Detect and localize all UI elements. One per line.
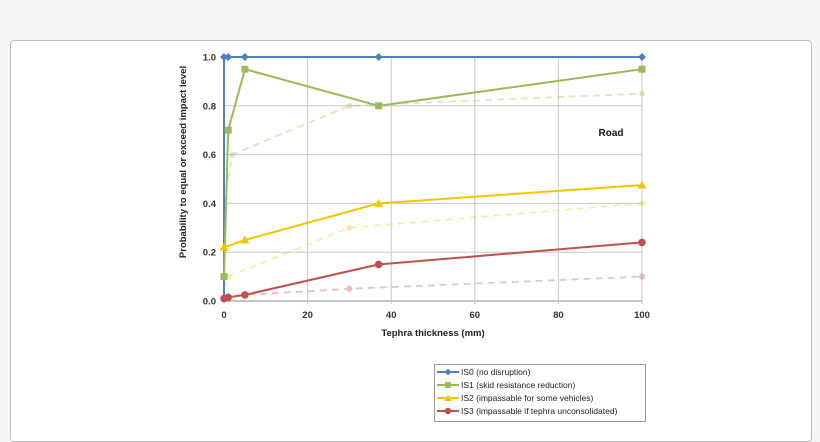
series-is0	[220, 53, 646, 301]
line-chart: 0.0 0.2 0.4 0.6 0.8 1.0 0 20 40 60 80 100 Road Tep…	[178, 53, 650, 340]
y-tick-label: 1.0	[203, 53, 216, 64]
legend-label: IS3 (impassable if tephra unconsolidated…	[461, 405, 618, 416]
legend-item-is3: IS3 (impassable if tephra unconsolidated…	[435, 404, 645, 417]
legend-label: IS0 (no disruption)	[461, 366, 531, 377]
x-tick-label: 80	[553, 310, 564, 321]
series-is3-dashed	[223, 273, 645, 297]
x-tick-label: 0	[221, 310, 226, 321]
y-tick-label: 0.4	[203, 199, 217, 210]
x-tick-label: 40	[386, 310, 397, 321]
legend-label: IS2 (impassable for some vehicles)	[461, 392, 594, 403]
grid-lines	[223, 56, 643, 304]
x-tick-label: 20	[302, 310, 313, 321]
chart-annotation: Road	[599, 128, 624, 139]
triangle-marker-icon	[437, 393, 459, 403]
x-axis-ticks: 0 20 40 60 80 100	[221, 310, 650, 321]
series-is2	[219, 180, 647, 251]
chart-legend: IS0 (no disruption) IS1 (skid resistance…	[434, 364, 646, 422]
diamond-marker-icon	[437, 367, 459, 377]
figure-panel	[176, 45, 650, 423]
legend-item-is0: IS0 (no disruption)	[435, 365, 645, 378]
y-tick-label: 0.8	[203, 101, 216, 112]
y-axis-label: Probability to equal or exceed impact le…	[178, 66, 189, 258]
circle-marker-icon	[437, 406, 459, 416]
series-is1	[220, 65, 646, 281]
series-is2-dashed	[223, 200, 645, 290]
data-series	[219, 53, 647, 303]
y-tick-label: 0.6	[203, 150, 216, 161]
x-axis-label: Tephra thickness (mm)	[381, 328, 484, 339]
y-axis-ticks: 0.0 0.2 0.4 0.6 0.8 1.0	[203, 53, 217, 308]
square-marker-icon	[437, 380, 459, 390]
legend-item-is1: IS1 (skid resistance reduction)	[435, 378, 645, 391]
y-tick-label: 0.2	[203, 248, 216, 259]
y-tick-label: 0.0	[203, 297, 216, 308]
x-tick-label: 100	[634, 310, 650, 321]
legend-item-is2: IS2 (impassable for some vehicles)	[435, 391, 645, 404]
series-is1-dashed	[223, 90, 645, 204]
legend-label: IS1 (skid resistance reduction)	[461, 379, 576, 390]
x-tick-label: 60	[470, 310, 481, 321]
series-is3	[220, 238, 646, 303]
